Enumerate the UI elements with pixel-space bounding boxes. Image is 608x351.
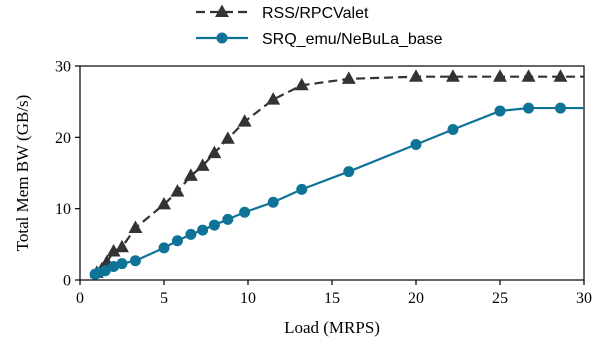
data-point-circle	[216, 32, 228, 44]
data-point-triangle	[128, 220, 143, 233]
y-tick-label: 10	[55, 201, 71, 218]
x-tick-label: 25	[492, 290, 508, 307]
x-axis: 0 5 10 15 20 25 30	[76, 280, 592, 307]
legend: RSS/RPCValet SRQ_emu/NeBuLa_base	[196, 4, 443, 48]
x-tick-label: 15	[324, 290, 340, 307]
legend-label: SRQ_emu/NeBuLa_base	[262, 31, 443, 48]
data-point-triangle	[215, 4, 229, 18]
data-point-triangle	[195, 158, 210, 171]
series-1	[89, 102, 584, 280]
legend-entry-0: RSS/RPCValet	[196, 4, 369, 22]
data-point-triangle	[115, 239, 129, 253]
data-point-circle	[171, 235, 183, 247]
x-tick-label: 20	[408, 290, 424, 307]
data-point-circle	[267, 196, 279, 208]
data-point-circle	[129, 255, 141, 267]
data-point-circle	[116, 258, 128, 270]
data-point-circle	[447, 123, 459, 135]
plot-area	[79, 65, 585, 281]
data-point-triangle	[521, 69, 536, 82]
data-point-triangle	[409, 69, 423, 82]
data-point-triangle	[493, 69, 507, 82]
legend-entry-1: SRQ_emu/NeBuLa_base	[196, 31, 443, 48]
y-axis: 0 10 20 30	[55, 59, 80, 290]
data-point-circle	[185, 228, 197, 240]
data-point-circle	[494, 105, 506, 117]
axes-frame	[79, 65, 585, 281]
data-point-circle	[222, 213, 234, 225]
y-tick-label: 0	[63, 273, 71, 290]
y-axis-label: Total Mem BW (GB/s)	[13, 95, 32, 252]
data-point-triangle	[341, 71, 356, 84]
series-layer	[89, 69, 584, 280]
data-point-circle	[99, 265, 111, 277]
data-point-triangle	[220, 131, 235, 144]
data-point-triangle	[266, 92, 281, 105]
data-point-circle	[523, 102, 535, 114]
y-tick-label: 30	[55, 59, 71, 76]
data-point-triangle	[170, 184, 185, 197]
data-point-triangle	[106, 244, 121, 257]
data-point-circle	[197, 224, 209, 236]
data-point-circle	[296, 183, 308, 195]
data-point-triangle	[237, 114, 252, 127]
x-tick-label: 0	[76, 290, 84, 307]
x-tick-label: 30	[576, 290, 592, 307]
data-point-circle	[108, 260, 120, 272]
x-axis-label: Load (MRPS)	[284, 318, 380, 337]
x-tick-label: 10	[240, 290, 256, 307]
data-point-circle	[410, 138, 422, 150]
data-point-triangle	[207, 145, 222, 159]
y-tick-label: 20	[55, 130, 71, 147]
legend-label: RSS/RPCValet	[262, 5, 369, 22]
data-point-triangle	[446, 69, 460, 82]
data-point-triangle	[183, 168, 198, 181]
data-point-triangle	[294, 77, 309, 91]
data-point-triangle	[553, 69, 568, 82]
data-point-circle	[158, 242, 170, 254]
data-point-triangle	[157, 196, 171, 210]
data-point-circle	[239, 206, 251, 218]
data-point-circle	[343, 166, 355, 178]
x-tick-label: 5	[160, 290, 168, 307]
data-point-circle	[554, 102, 566, 114]
data-point-circle	[208, 219, 220, 231]
